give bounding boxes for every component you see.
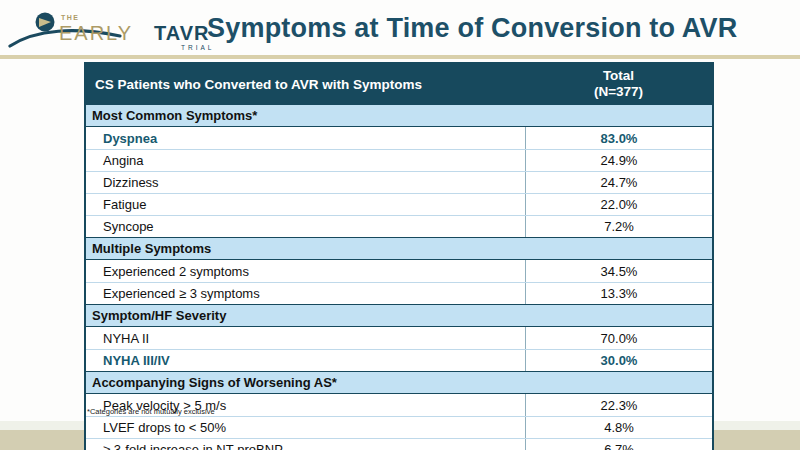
symptoms-table: CS Patients who Converted to AVR with Sy…: [84, 62, 714, 450]
page-title: Symptoms at Time of Conversion to AVR: [207, 13, 792, 44]
section-header-most-common: Most Common Symptoms*: [86, 104, 712, 127]
logo-trial-text: TRIAL: [181, 44, 214, 51]
table-row: Peak velocity > 5 m/s 22.3%: [86, 394, 712, 416]
header-divider: [0, 55, 800, 59]
table-row: Fatigue 22.0%: [86, 193, 712, 215]
section-header-multiple-symptoms: Multiple Symptoms: [86, 237, 712, 260]
section-header-symptom-hf-severity: Symptom/HF Severity: [86, 304, 712, 327]
table-row: ≥ 3-fold increase in NT-proBNP 6.7%: [86, 438, 712, 450]
logo-the-text: THE: [61, 14, 80, 21]
slide: THE EARLY TAVR TRIAL Symptoms at Time of…: [0, 0, 800, 450]
logo-tavr-text: TAVR: [154, 22, 209, 44]
table-row: Experienced 2 symptoms 34.5%: [86, 260, 712, 282]
table-row: Dizziness 24.7%: [86, 171, 712, 193]
table-header-total: Total (N=377): [525, 64, 712, 104]
table-row: Syncope 7.2%: [86, 215, 712, 237]
table-row: Dyspnea 83.0%: [86, 127, 712, 149]
table-row: NYHA II 70.0%: [86, 327, 712, 349]
early-tavr-trial-logo: THE EARLY TAVR TRIAL: [8, 5, 228, 55]
total-label: Total: [603, 68, 634, 84]
total-n: (N=377): [594, 84, 643, 100]
table-header-row: CS Patients who Converted to AVR with Sy…: [86, 64, 712, 104]
table-row: Experienced ≥ 3 symptoms 13.3%: [86, 282, 712, 304]
section-header-worsening-as: Accompanying Signs of Worsening AS*: [86, 371, 712, 394]
table-row: Angina 24.9%: [86, 149, 712, 171]
table-header-label: CS Patients who Converted to AVR with Sy…: [86, 64, 525, 104]
table-row: LVEF drops to < 50% 4.8%: [86, 416, 712, 438]
table-row: NYHA III/IV 30.0%: [86, 349, 712, 371]
logo-early-text: EARLY: [59, 22, 133, 44]
